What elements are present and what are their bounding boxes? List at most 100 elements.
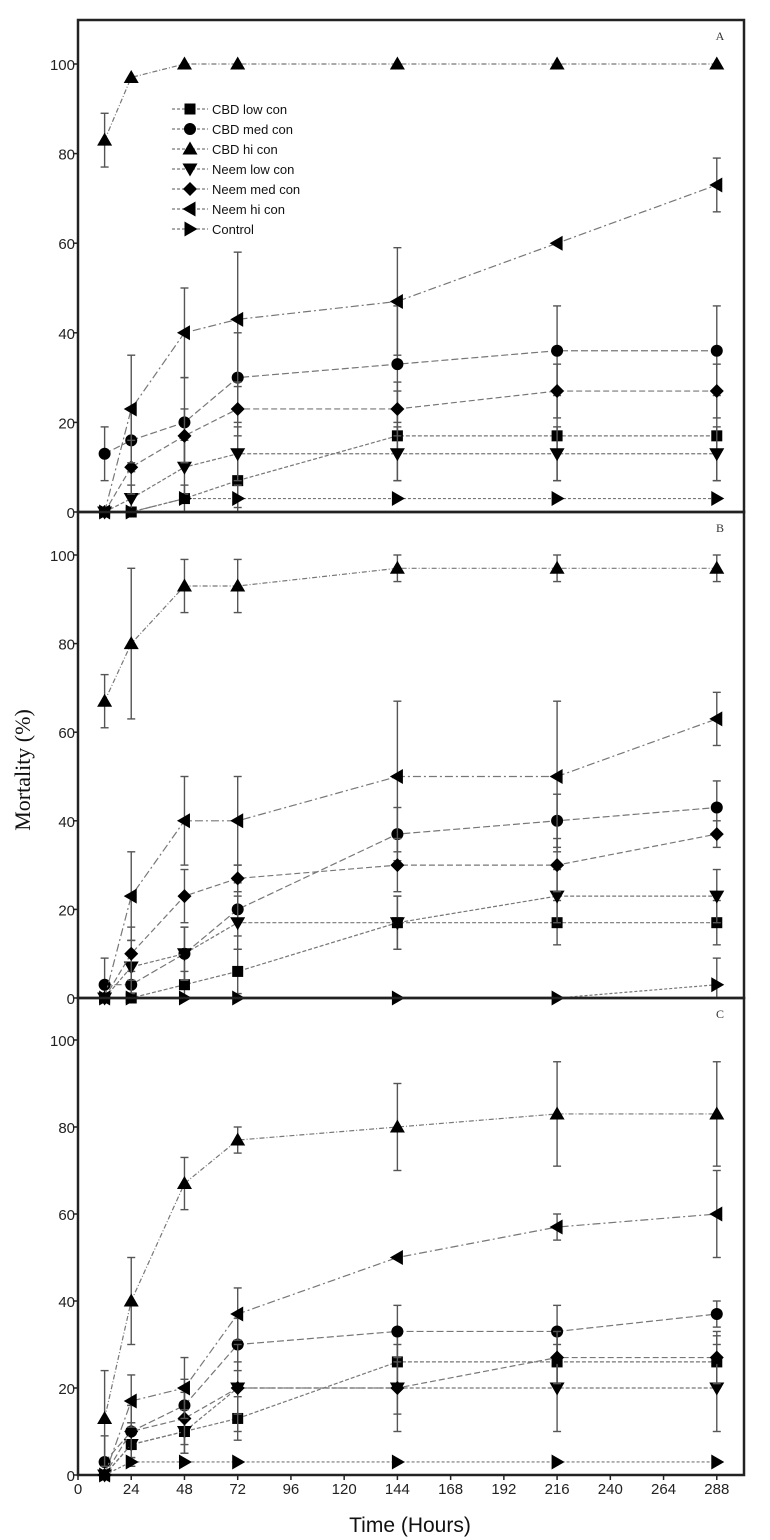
data-point bbox=[390, 858, 405, 873]
data-point bbox=[549, 769, 563, 784]
data-point bbox=[389, 293, 403, 309]
data-point bbox=[99, 1467, 113, 1483]
panel-b: 0 20 40 60 80 100 B bbox=[50, 510, 746, 1008]
data-point bbox=[549, 1382, 565, 1396]
data-point bbox=[124, 1424, 139, 1439]
series-cbd-med-con bbox=[98, 305, 723, 482]
data-point bbox=[230, 56, 246, 70]
chart-panels: 020406080100A020406080100B020406080100C0… bbox=[50, 18, 746, 1498]
data-point bbox=[549, 1219, 563, 1235]
panel-letter: B bbox=[716, 521, 724, 535]
data-point bbox=[97, 693, 113, 707]
data-point bbox=[709, 560, 725, 574]
data-point bbox=[551, 491, 565, 507]
data-point bbox=[176, 461, 192, 475]
legend-item: CBD hi con bbox=[172, 141, 278, 157]
x-tick-label: 264 bbox=[651, 1481, 676, 1498]
x-tick-label: 288 bbox=[704, 1481, 729, 1498]
y-tick-label: 80 bbox=[58, 637, 75, 654]
series-neem-low-con bbox=[97, 426, 725, 520]
data-point bbox=[709, 890, 725, 904]
data-point bbox=[710, 344, 723, 357]
data-point bbox=[390, 401, 405, 416]
legend-label: CBD hi con bbox=[212, 142, 278, 157]
y-tick-label: 100 bbox=[50, 1033, 75, 1050]
data-point bbox=[389, 560, 405, 574]
data-point bbox=[549, 448, 565, 462]
series-neem-low-con bbox=[97, 868, 725, 1006]
data-point bbox=[230, 1306, 244, 1322]
data-point bbox=[711, 977, 725, 993]
data-point bbox=[97, 1410, 113, 1424]
series-control bbox=[99, 484, 725, 520]
data-point bbox=[709, 448, 725, 462]
y-tick-label: 0 bbox=[67, 1468, 75, 1485]
series-cbd-hi-con bbox=[97, 56, 725, 168]
x-axis-title: Time (Hours) bbox=[349, 1514, 471, 1537]
data-point bbox=[97, 132, 113, 146]
x-axis: 0 24 48 72 96 120 144 168 192 216 240 264 288 bbox=[74, 1475, 729, 1498]
data-point bbox=[709, 56, 725, 70]
legend-item: Neem med con bbox=[172, 182, 300, 197]
data-point bbox=[176, 325, 190, 341]
series-neem-hi-con bbox=[97, 691, 723, 1006]
data-point bbox=[98, 978, 111, 991]
panel-frame bbox=[76, 510, 746, 1000]
data-point bbox=[178, 979, 190, 991]
data-point bbox=[711, 491, 725, 507]
data-point bbox=[230, 871, 245, 886]
y-tick-label: 20 bbox=[58, 902, 75, 919]
data-point bbox=[176, 1380, 190, 1396]
legend-label: Control bbox=[212, 222, 254, 237]
y-tick-label: 20 bbox=[58, 415, 75, 432]
data-point bbox=[230, 813, 244, 829]
legend-marker-icon bbox=[182, 141, 198, 155]
y-tick-label: 100 bbox=[50, 548, 75, 565]
data-point bbox=[123, 69, 139, 83]
y-tick-label: 0 bbox=[67, 505, 75, 522]
data-point bbox=[709, 1350, 724, 1365]
data-point bbox=[230, 1381, 245, 1395]
series-cbd-hi-con bbox=[97, 554, 725, 729]
data-point bbox=[389, 917, 405, 931]
data-point bbox=[389, 1250, 403, 1265]
data-point bbox=[709, 1382, 725, 1396]
data-point bbox=[389, 769, 403, 784]
data-point bbox=[549, 560, 565, 574]
legend-item: CBD med con bbox=[172, 122, 293, 137]
series-neem-hi-con bbox=[97, 1169, 723, 1483]
series-control bbox=[99, 1454, 725, 1483]
series-cbd-hi-con bbox=[97, 1061, 725, 1468]
panel-frame bbox=[76, 996, 746, 1477]
data-point bbox=[178, 491, 192, 507]
data-point bbox=[232, 491, 246, 507]
data-point bbox=[389, 1119, 405, 1133]
data-point bbox=[550, 858, 565, 873]
x-tick-label: 24 bbox=[123, 1481, 140, 1498]
x-tick-label: 192 bbox=[491, 1481, 516, 1498]
legend-label: CBD med con bbox=[212, 122, 293, 137]
series-cbd-med-con bbox=[98, 780, 723, 998]
data-point bbox=[123, 401, 137, 417]
data-point bbox=[710, 801, 723, 814]
data-point bbox=[551, 1454, 565, 1470]
data-point bbox=[177, 889, 192, 904]
data-point bbox=[389, 448, 405, 462]
data-point bbox=[230, 401, 245, 416]
data-point bbox=[709, 177, 723, 193]
data-point bbox=[124, 460, 139, 475]
y-tick-label: 100 bbox=[50, 57, 75, 74]
data-point bbox=[709, 1206, 723, 1222]
y-tick-label: 80 bbox=[58, 147, 75, 164]
panel-letter: A bbox=[716, 29, 725, 43]
legend-marker-icon bbox=[184, 103, 196, 115]
data-point bbox=[123, 636, 139, 650]
y-tick-label: 60 bbox=[58, 236, 75, 253]
data-point bbox=[711, 1454, 725, 1470]
x-tick-label: 0 bbox=[74, 1481, 82, 1498]
data-point bbox=[230, 311, 244, 327]
legend-item: Control bbox=[172, 221, 254, 237]
y-tick-label: 40 bbox=[58, 1294, 75, 1311]
data-point bbox=[391, 358, 404, 371]
